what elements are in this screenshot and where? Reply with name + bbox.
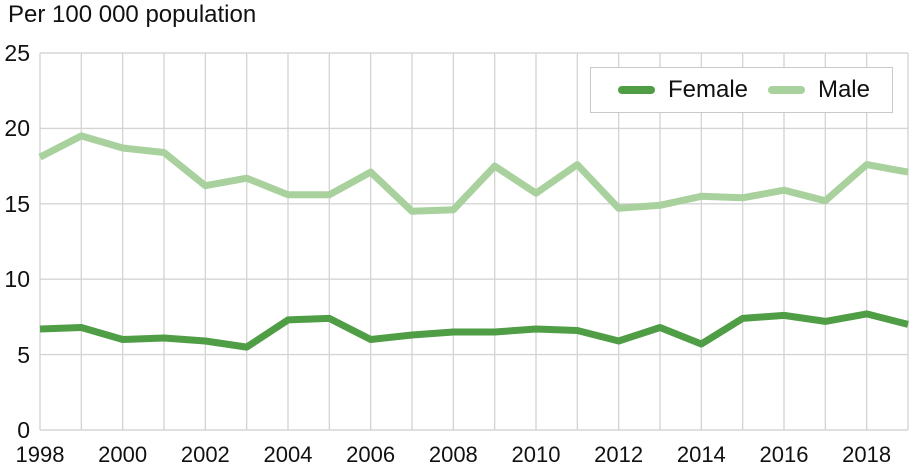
x-axis-tick-label: 2008 [428,442,478,467]
x-axis-tick-label: 2010 [511,442,561,467]
x-axis-tick-label: 2016 [759,442,809,467]
y-axis-tick-label: 20 [4,115,30,142]
x-axis-tick-label: 2004 [263,442,313,467]
legend-item-male: Male [767,76,870,104]
x-axis-tick-label: 2014 [676,442,726,467]
x-axis-tick-label: 2006 [346,442,396,467]
y-axis-tick-label: 5 [17,341,30,368]
legend-item-female: Female [618,76,748,104]
x-axis-tick-label: 2002 [180,442,230,467]
female-line-swatch-icon [618,86,655,94]
male-line-swatch-icon [767,86,805,94]
legend-label-female: Female [668,76,749,103]
x-axis-tick-label: 2012 [594,442,644,467]
legend: Female Male [590,67,893,113]
y-axis-tick-label: 25 [4,40,30,66]
y-axis-tick-label: 10 [4,266,30,293]
female-line [39,310,909,351]
legend-label-male: Male [817,76,870,103]
x-axis-tick-label: 1998 [15,442,65,467]
y-axis-tick-label: 0 [17,417,30,443]
male-line [38,132,909,215]
x-axis-tick-label: 2000 [98,442,148,467]
chart-title: Per 100 000 population [8,1,257,28]
y-axis-tick-label: 15 [4,190,30,217]
x-axis-tick-label: 2018 [842,442,892,467]
